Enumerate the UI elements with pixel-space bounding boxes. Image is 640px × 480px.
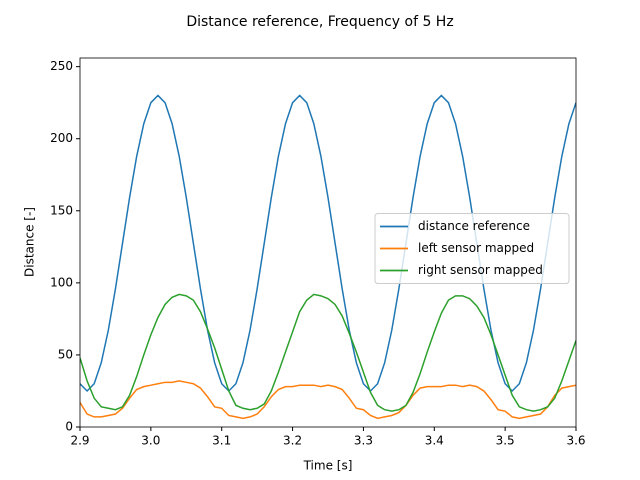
- y-tick-label: 200: [50, 131, 73, 145]
- y-tick-label: 250: [50, 59, 73, 73]
- legend-box: [374, 213, 570, 284]
- chart-title: Distance reference, Frequency of 5 Hz: [186, 14, 453, 30]
- x-tick-label: 3.2: [283, 434, 302, 448]
- y-tick-label: 50: [58, 347, 73, 361]
- legend-label: left sensor mapped: [418, 241, 534, 255]
- legend-label: right sensor mapped: [418, 263, 543, 277]
- y-tick-label: 0: [65, 420, 73, 434]
- x-axis-label: Time [s]: [303, 459, 353, 473]
- data-line: [80, 293, 576, 412]
- x-tick-label: 3.0: [141, 434, 160, 448]
- legend-label: distance reference: [418, 219, 530, 233]
- y-axis-label: Distance [-]: [23, 207, 37, 277]
- x-tick-label: 3.6: [566, 434, 585, 448]
- x-tick-label: 3.5: [496, 434, 515, 448]
- x-tick-label: 3.3: [354, 434, 373, 448]
- y-tick-label: 100: [50, 275, 73, 289]
- plot-frame: [79, 57, 577, 428]
- y-tick-label: 150: [50, 203, 73, 217]
- x-tick-label: 3.1: [212, 434, 231, 448]
- x-tick-label: 3.4: [425, 434, 444, 448]
- x-tick-label: 2.9: [70, 434, 89, 448]
- data-line: [80, 380, 576, 420]
